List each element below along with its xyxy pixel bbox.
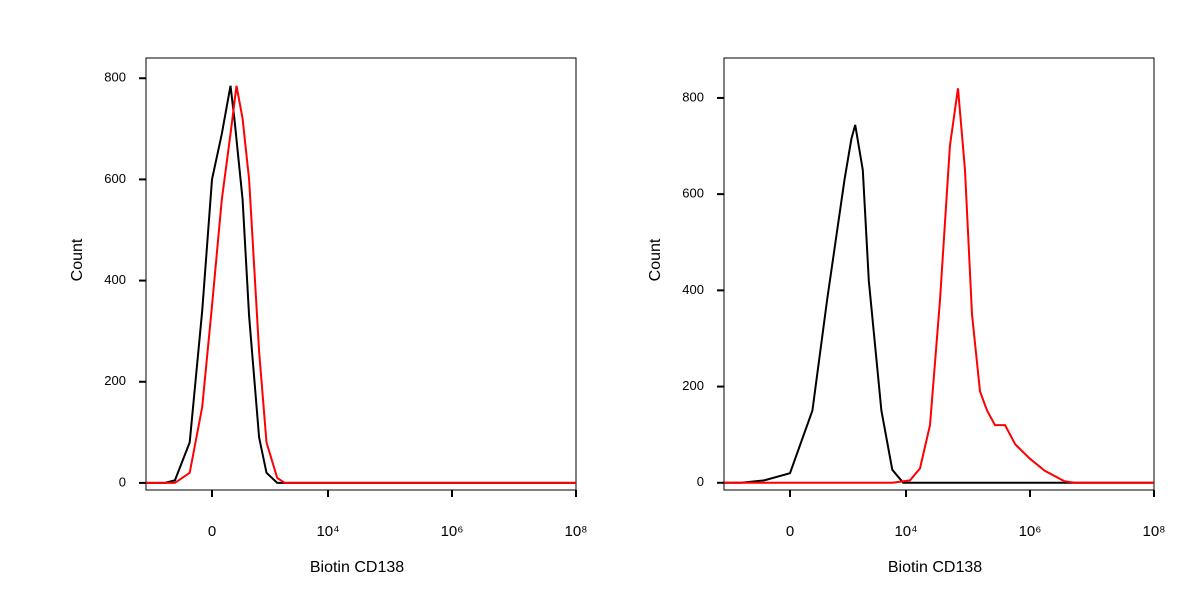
y-axis-title: Count xyxy=(69,238,86,281)
x-tick-label: 10⁶ xyxy=(441,523,464,540)
x-tick-label: 10⁶ xyxy=(1019,523,1042,540)
x-tick-label: 10⁴ xyxy=(316,523,339,540)
x-tick-label: 0 xyxy=(786,523,794,540)
y-tick-label: 200 xyxy=(104,373,126,388)
x-tick-label: 10⁴ xyxy=(894,523,917,540)
y-tick-label: 800 xyxy=(682,89,704,104)
y-axis-title: Count xyxy=(647,238,664,281)
histogram-line xyxy=(146,85,576,484)
y-tick-label: 400 xyxy=(682,282,704,297)
y-tick-label: 0 xyxy=(697,474,704,489)
y-tick-label: 400 xyxy=(104,272,126,287)
x-axis-title: Biotin CD138 xyxy=(888,559,982,576)
y-tick-label: 200 xyxy=(682,378,704,393)
plot-frame xyxy=(145,57,577,491)
plot-frame xyxy=(723,57,1155,491)
y-tick-label: 0 xyxy=(119,474,126,489)
y-tick-label: 600 xyxy=(104,171,126,186)
histogram-line xyxy=(724,88,1154,484)
x-tick-label: 0 xyxy=(208,523,216,540)
histogram-line xyxy=(146,85,576,484)
x-tick-label: 10⁸ xyxy=(564,523,587,540)
y-tick-label: 600 xyxy=(682,186,704,201)
x-tick-label: 10⁸ xyxy=(1142,523,1165,540)
x-axis-title: Biotin CD138 xyxy=(310,559,404,576)
y-tick-label: 800 xyxy=(104,70,126,85)
histogram-line xyxy=(724,124,1154,484)
